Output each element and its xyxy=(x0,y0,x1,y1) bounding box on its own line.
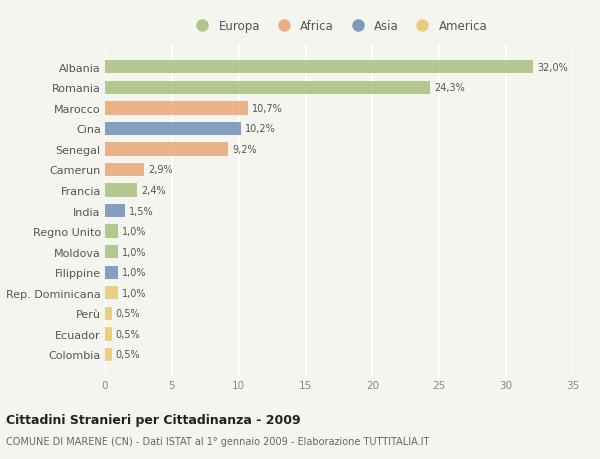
Text: 1,0%: 1,0% xyxy=(122,247,147,257)
Bar xyxy=(105,348,112,361)
Text: 2,9%: 2,9% xyxy=(148,165,172,175)
Bar xyxy=(105,102,248,115)
Bar xyxy=(105,61,533,74)
Text: 10,7%: 10,7% xyxy=(252,104,283,113)
Text: 0,5%: 0,5% xyxy=(116,309,140,319)
Bar xyxy=(105,286,118,300)
Bar xyxy=(105,204,125,218)
Text: Cittadini Stranieri per Cittadinanza - 2009: Cittadini Stranieri per Cittadinanza - 2… xyxy=(6,413,301,426)
Bar xyxy=(105,246,118,259)
Text: COMUNE DI MARENE (CN) - Dati ISTAT al 1° gennaio 2009 - Elaborazione TUTTITALIA.: COMUNE DI MARENE (CN) - Dati ISTAT al 1°… xyxy=(6,436,430,446)
Text: 1,0%: 1,0% xyxy=(122,288,147,298)
Bar xyxy=(105,163,144,177)
Text: 1,5%: 1,5% xyxy=(129,206,154,216)
Legend: Europa, Africa, Asia, America: Europa, Africa, Asia, America xyxy=(190,21,488,34)
Bar xyxy=(105,328,112,341)
Text: 24,3%: 24,3% xyxy=(434,83,464,93)
Text: 1,0%: 1,0% xyxy=(122,268,147,278)
Text: 0,5%: 0,5% xyxy=(116,329,140,339)
Text: 9,2%: 9,2% xyxy=(232,145,257,155)
Text: 10,2%: 10,2% xyxy=(245,124,276,134)
Text: 32,0%: 32,0% xyxy=(537,62,568,73)
Bar xyxy=(105,123,241,136)
Text: 1,0%: 1,0% xyxy=(122,227,147,237)
Bar xyxy=(105,143,228,156)
Bar xyxy=(105,184,137,197)
Bar xyxy=(105,225,118,238)
Bar xyxy=(105,307,112,320)
Text: 0,5%: 0,5% xyxy=(116,350,140,360)
Bar xyxy=(105,266,118,280)
Bar xyxy=(105,81,430,95)
Text: 2,4%: 2,4% xyxy=(141,185,166,196)
